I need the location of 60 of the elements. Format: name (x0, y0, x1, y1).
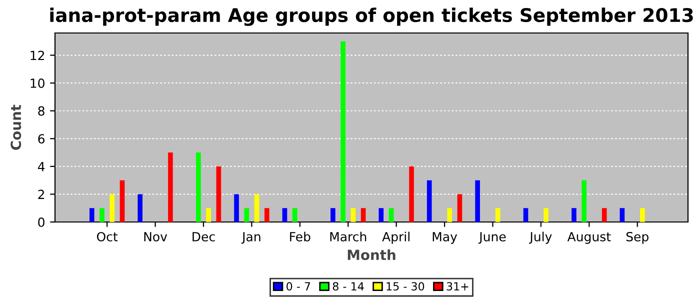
x-tick-label: June (478, 232, 506, 244)
bar (582, 180, 587, 222)
bar (495, 208, 500, 222)
y-axis-title: Count (10, 104, 22, 150)
y-tick-label: 2 (38, 190, 44, 199)
legend-label: 8 - 14 (332, 282, 364, 291)
bar (378, 208, 384, 222)
bar (426, 180, 432, 222)
bar (168, 152, 173, 222)
bar (409, 166, 414, 222)
y-tick-label: 10 (30, 78, 44, 88)
bar (602, 208, 607, 222)
bar (100, 208, 104, 222)
bar (350, 208, 356, 222)
bar (457, 194, 462, 222)
x-tick-label: Dec (192, 232, 215, 242)
x-tick-label: Sep (626, 232, 648, 244)
bar (244, 208, 250, 222)
x-tick-label: Feb (290, 232, 310, 242)
bar (572, 208, 576, 222)
x-tick-label: August (567, 232, 611, 244)
bar (234, 194, 239, 222)
x-tick-label: Jan (241, 232, 260, 244)
bar (292, 208, 298, 222)
x-tick-label: July (529, 232, 552, 244)
x-axis-title: Month (348, 249, 396, 260)
x-tick-label: Nov (144, 232, 168, 242)
bar (282, 208, 288, 222)
bar (388, 208, 394, 222)
bar (206, 208, 211, 222)
bar (110, 194, 115, 222)
bar (254, 194, 260, 222)
x-tick-label: Oct (96, 232, 118, 242)
x-tick-label: March (330, 232, 366, 242)
bar (138, 194, 142, 222)
x-tick-label: April (382, 232, 410, 244)
y-tick-label: 12 (30, 50, 44, 60)
y-tick-label: 0 (38, 217, 44, 227)
bar (264, 208, 270, 222)
bar (120, 180, 125, 222)
y-tick-label: 6 (38, 134, 44, 144)
bar (340, 41, 346, 222)
legend-label: 0 - 7 (286, 282, 310, 291)
bar (330, 208, 336, 222)
y-tick-label: 8 (38, 106, 44, 116)
chart-title: iana-prot-param Age groups of open tickets September 2013 (50, 8, 693, 26)
bar (523, 208, 528, 222)
bar (475, 180, 480, 222)
x-tick-label: May (432, 232, 458, 244)
legend-label: 31+ (446, 282, 468, 291)
bar (216, 166, 222, 222)
bar (196, 152, 201, 222)
bar (620, 208, 625, 222)
legend-label: 15 - 30 (386, 282, 424, 291)
y-tick-label: 4 (38, 162, 45, 172)
bar (447, 208, 452, 222)
bar (544, 208, 548, 222)
bar (640, 208, 645, 222)
bar (360, 208, 366, 222)
bar (89, 208, 94, 222)
